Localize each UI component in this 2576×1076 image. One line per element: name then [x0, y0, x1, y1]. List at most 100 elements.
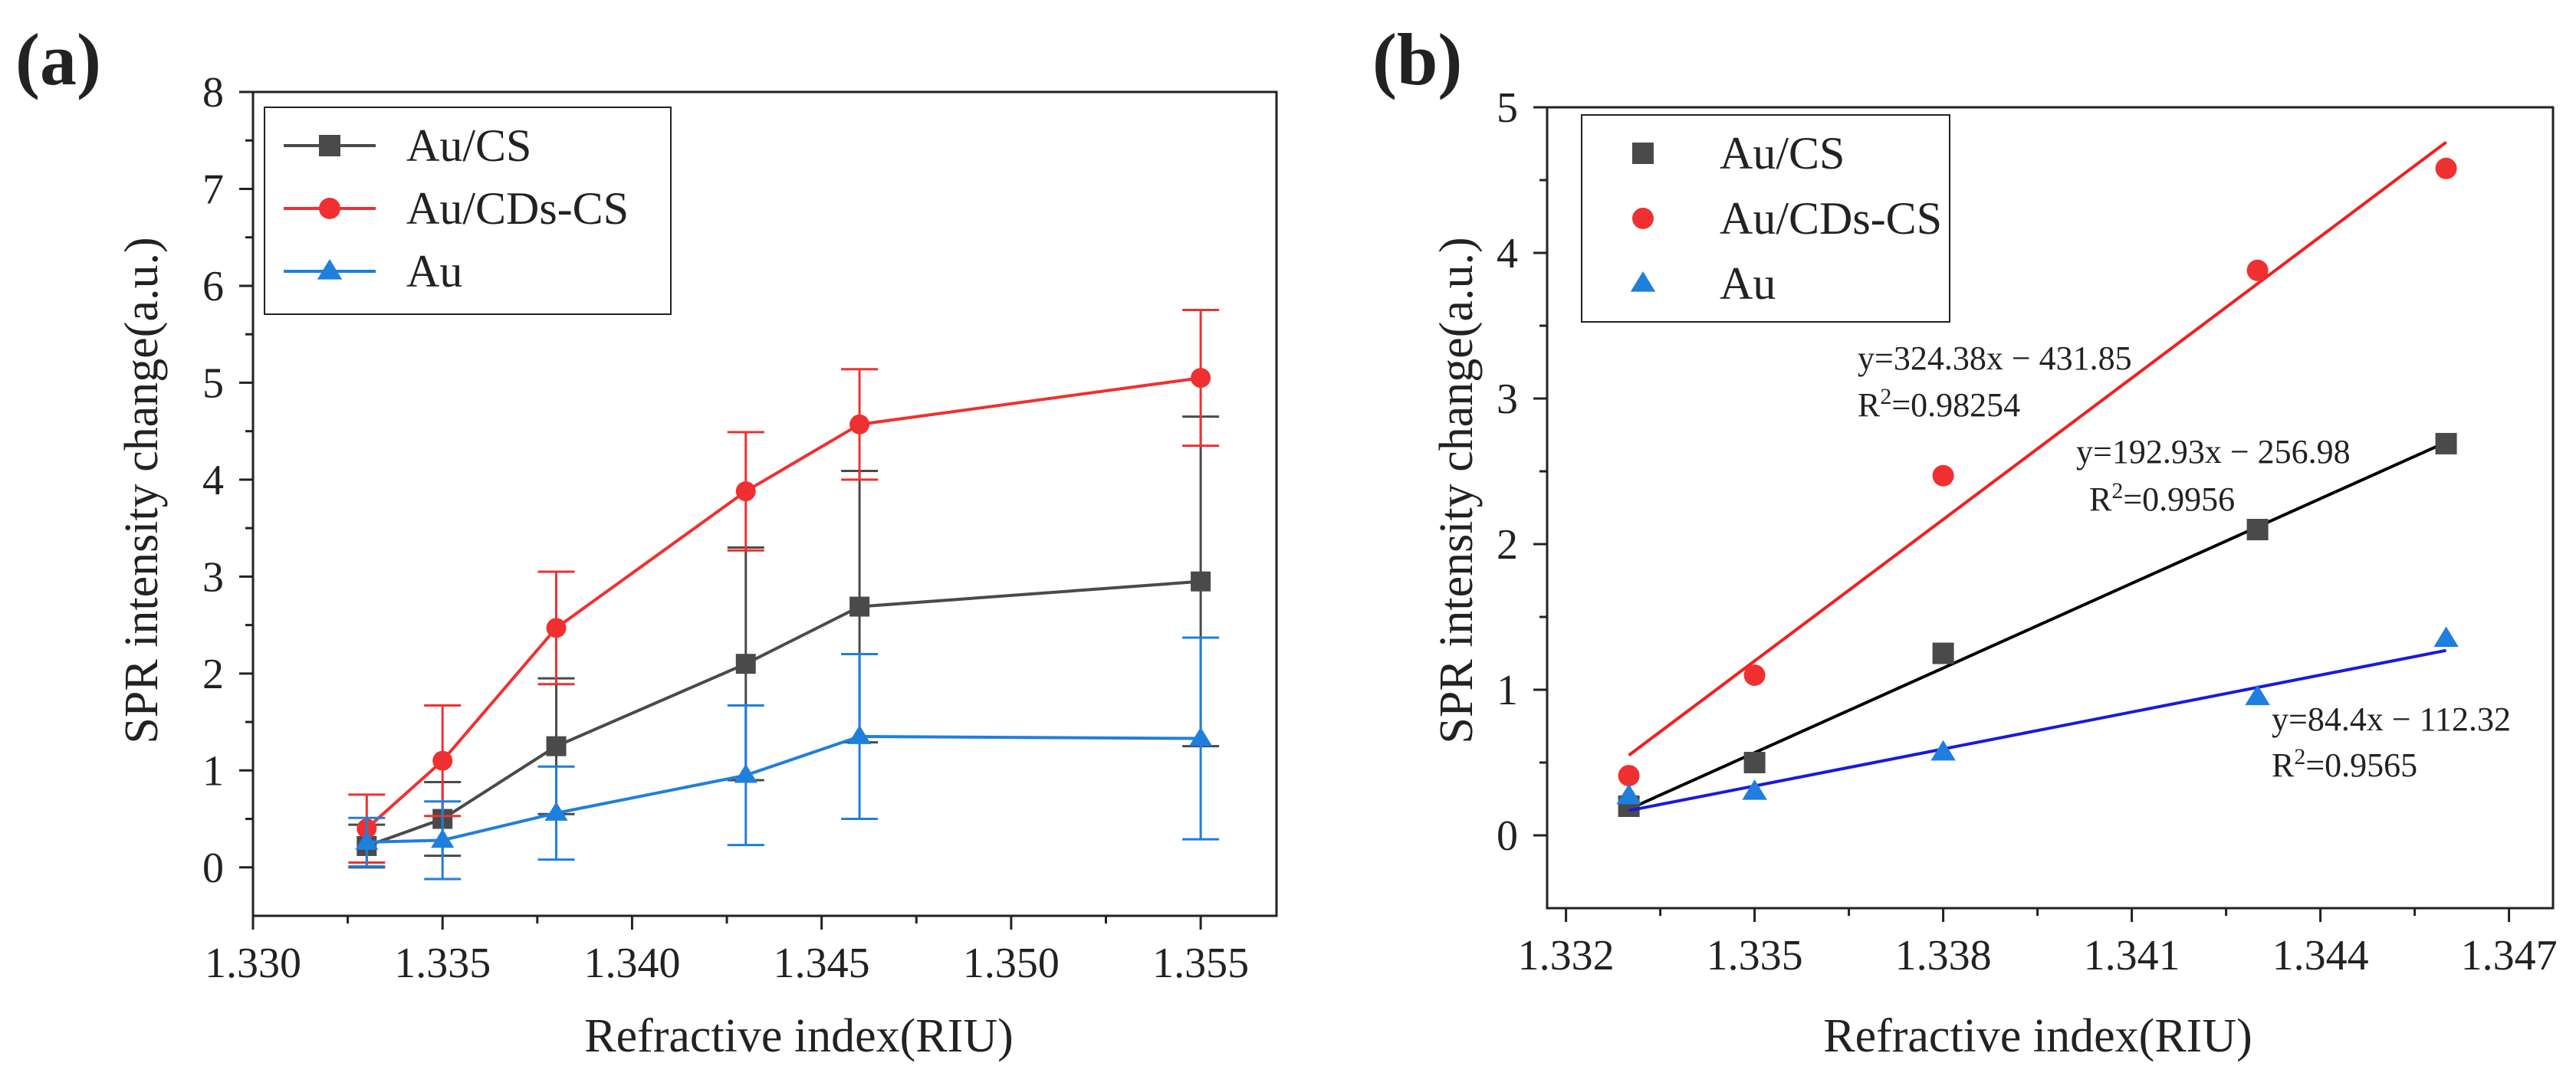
chart-a-axes: 1.330 1.335 1.340 1.345 1.350 1.355 0 1 2 3 4 5 6 7 8: [202, 69, 1278, 987]
data-point: [2245, 684, 2270, 706]
r2-value: =0.9956: [2123, 481, 2235, 518]
y-tick-label: 3: [202, 553, 224, 601]
r2-value: =0.98254: [1891, 386, 2020, 424]
chart-b-xlabel: Refractive index(RIU): [1823, 1010, 2252, 1062]
data-point: [2246, 259, 2269, 281]
data-point: [848, 725, 872, 744]
legend-entry-au-cds-cs: Au/CDs-CS: [284, 183, 629, 234]
x-tick-label: 1.332: [1518, 932, 1615, 979]
legend-marker: [319, 198, 340, 219]
eq-au-cds-cs-r2: R2=0.98254: [1858, 384, 2020, 424]
x-tick-label: 1.335: [394, 940, 491, 987]
chart-b-ylabel: SPR intensity change(a.u.): [1431, 237, 1483, 743]
y-tick-label: 7: [202, 166, 224, 213]
data-point: [1932, 464, 1954, 487]
data-point: [544, 802, 568, 821]
chart-a-legend: Au/CS Au/CDs-CS Au: [264, 107, 672, 315]
data-point: [2435, 432, 2457, 454]
legend-marker: [319, 135, 340, 156]
y-tick-label: 1: [202, 747, 224, 795]
chart-b: (b) 1.332 1.335 1.338 1.341 1.344 1.347 0 1 2 3 4 5…: [1372, 18, 2558, 1062]
legend-box: [264, 107, 672, 315]
chart-a: (a) 1.330 1.335 1.340 1.345 1.350 1.355 0 1 2 3 4 5…: [15, 18, 1278, 1062]
data-point: [431, 828, 455, 848]
series-au-cds-cs: [348, 309, 1220, 864]
y-tick-label: 1: [1497, 667, 1518, 714]
data-point: [1189, 727, 1213, 746]
x-tick-label: 1.340: [583, 940, 680, 987]
r2-exponent: 2: [1880, 384, 1891, 409]
chart-b-legend: Au/CS Au/CDs-CS Au: [1581, 114, 1950, 323]
data-point: [2433, 626, 2459, 648]
eq-au-line: y=84.4x − 112.32: [2272, 700, 2511, 738]
legend-label: Au/CDs-CS: [406, 183, 629, 234]
x-tick-label: 1.338: [1895, 932, 1992, 979]
panel-label-a: (a): [15, 18, 101, 100]
data-point: [735, 654, 756, 674]
chart-a-ylabel: SPR intensity change(a.u.): [116, 237, 168, 743]
x-tick-label: 1.341: [2084, 932, 2180, 979]
eq-au-cds-cs-line: y=324.38x − 431.85: [1858, 340, 2132, 377]
r2-value: =0.9565: [2305, 746, 2417, 784]
y-tick-label: 5: [202, 359, 224, 407]
series-line: [366, 735, 1201, 844]
data-point: [2435, 157, 2457, 179]
chart-b-annotations: y=324.38x − 431.85 R2=0.98254 y=192.93x …: [1858, 340, 2511, 784]
legend-entry-au: Au: [284, 246, 462, 297]
y-tick-label: 3: [1497, 376, 1518, 423]
chart-a-series: [348, 309, 1220, 881]
series-au: [1616, 626, 2459, 812]
eq-au-cs-line: y=192.93x − 256.98: [2076, 433, 2351, 471]
x-tick-label: 1.335: [1707, 932, 1803, 979]
y-tick-label: 0: [202, 845, 224, 892]
data-point: [1191, 571, 1211, 592]
legend-entry-au: Au: [1630, 258, 1776, 309]
y-tick-label: 4: [1497, 230, 1518, 277]
legend-entry-au-cs: Au/CS: [1632, 128, 1845, 179]
panel-label-b: (b): [1372, 18, 1462, 100]
x-tick-label: 1.355: [1152, 940, 1249, 987]
legend-label: Au/CS: [1720, 128, 1845, 179]
data-point: [1191, 368, 1211, 389]
y-tick-label: 4: [202, 457, 224, 504]
data-point: [546, 618, 567, 638]
legend-label: Au: [406, 246, 462, 297]
y-tick-label: 2: [1497, 521, 1518, 569]
legend-marker: [1630, 271, 1656, 292]
series-line: [365, 376, 1201, 830]
legend-entry-au-cds-cs: Au/CDs-CS: [1632, 193, 1942, 244]
x-tick-label: 1.344: [2272, 932, 2369, 979]
chart-b-axes: 1.332 1.335 1.338 1.341 1.344 1.347 0 1 2 3 4 5: [1497, 84, 2558, 979]
series-au: [348, 636, 1220, 881]
series-au-cs: [348, 415, 1220, 869]
data-point: [1932, 642, 1954, 664]
data-point: [2246, 519, 2269, 540]
legend-label: Au/CDs-CS: [1720, 193, 1942, 244]
fit-line: [1628, 441, 2447, 811]
legend-entry-au-cs: Au/CS: [284, 120, 531, 171]
y-tick-label: 0: [1497, 812, 1518, 860]
r2-exponent: 2: [2294, 744, 2305, 769]
series-line: [366, 579, 1201, 848]
fit-line: [1628, 141, 2447, 757]
r2-exponent: 2: [2111, 478, 2123, 504]
eq-au-cs-r2: R2=0.9956: [2089, 478, 2235, 518]
x-tick-label: 1.347: [2461, 932, 2558, 979]
r2-prefix: R: [2089, 481, 2112, 518]
y-tick-label: 8: [202, 69, 224, 116]
legend-label: Au: [1720, 258, 1776, 309]
data-point: [1930, 740, 1956, 761]
y-tick-label: 5: [1497, 84, 1518, 132]
y-tick-label: 6: [202, 263, 224, 310]
x-tick-label: 1.330: [205, 940, 301, 987]
fit-line: [1628, 648, 2446, 812]
series-au-cds-cs: [1618, 141, 2457, 787]
data-point: [734, 763, 757, 783]
data-point: [1742, 779, 1767, 800]
data-point: [1743, 752, 1766, 773]
data-point: [735, 481, 756, 502]
legend-marker: [317, 259, 343, 280]
legend-marker: [1632, 208, 1654, 229]
data-point: [1743, 664, 1766, 686]
